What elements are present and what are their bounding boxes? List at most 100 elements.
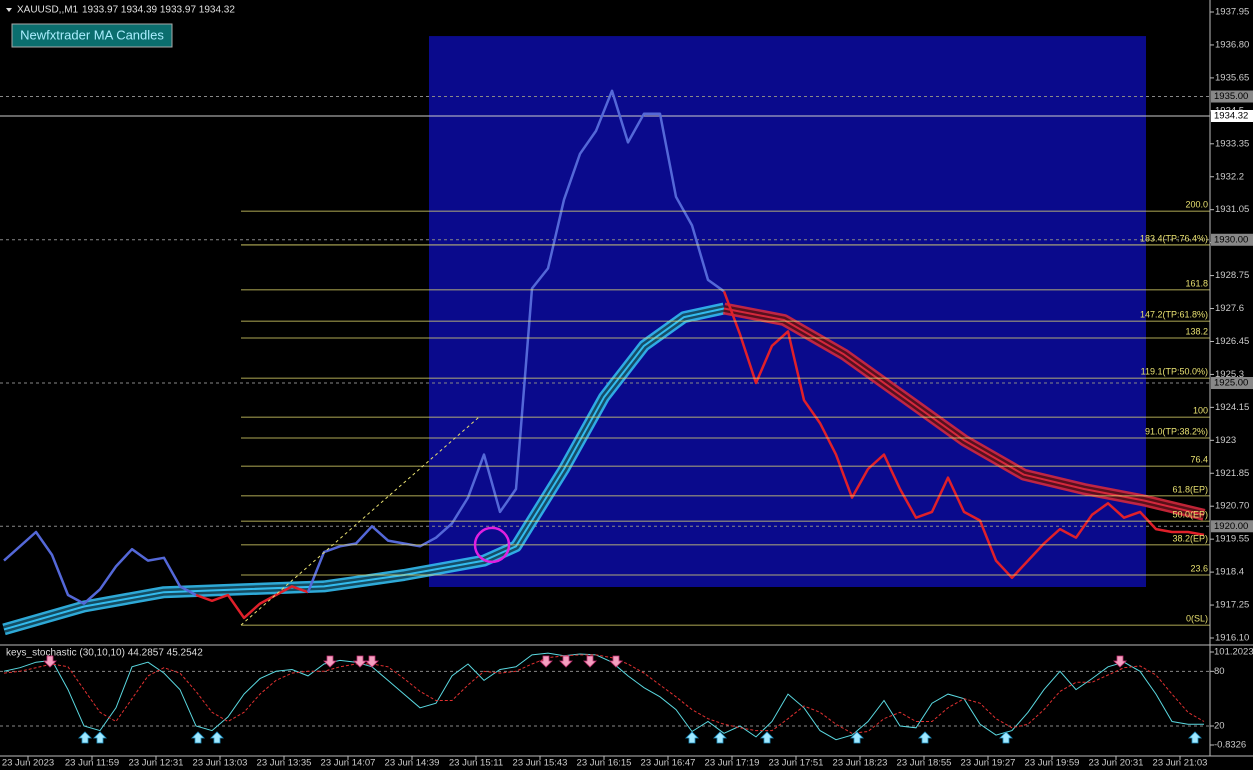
signal-circle	[473, 526, 511, 564]
price-line	[195, 585, 309, 620]
x-tick-label: 23 Jun 19:27	[961, 758, 1016, 769]
stoch-main	[3, 652, 1204, 741]
x-tick-label: 23 Jun 19:59	[1025, 758, 1080, 769]
fib-trend	[240, 416, 480, 626]
stoch-tick-label: 20	[1214, 721, 1225, 732]
stoch-tick-label: 101.2023	[1214, 647, 1253, 658]
y-tick-label: 1936.80	[1215, 39, 1249, 50]
sell-arrow	[583, 655, 597, 668]
buy-arrow	[93, 731, 107, 744]
button-box[interactable]	[11, 23, 173, 48]
y-tick-label: 1926.45	[1215, 336, 1249, 347]
fib-label: 50.0(EP)	[1172, 509, 1208, 519]
level-label: 1920.00	[1214, 521, 1248, 532]
level-box	[1211, 90, 1253, 103]
x-tick-label: 23 Jun 2023	[2, 758, 54, 769]
buy-arrow	[713, 731, 727, 744]
y-tick-label: 1932.2	[1215, 171, 1244, 182]
level-box	[1211, 233, 1253, 246]
sell-arrow	[43, 655, 57, 668]
sell-arrow	[1113, 655, 1127, 668]
x-tick-label: 23 Jun 18:55	[897, 758, 952, 769]
price-line	[3, 530, 197, 605]
buy-arrow	[850, 731, 864, 744]
menu-triangle[interactable]	[6, 8, 12, 12]
level-label: 1925.00	[1214, 378, 1248, 389]
buy-arrow	[760, 731, 774, 744]
sell-arrow	[539, 655, 553, 668]
stoch-tick-label: -0.8326	[1214, 740, 1246, 751]
x-tick-label: 23 Jun 16:47	[641, 758, 696, 769]
y-tick-label: 1925.3	[1215, 369, 1244, 380]
fib-label: 138.2	[1185, 326, 1208, 336]
stochastic-title: keys_stochastic (30,10,10) 44.2857 45.25…	[6, 648, 203, 659]
fib-label: 38.2(EP)	[1172, 533, 1208, 543]
fib-label: 161.8	[1185, 278, 1208, 288]
buy-arrow	[999, 731, 1013, 744]
y-tick-label: 1920.70	[1215, 501, 1249, 512]
y-tick-label: 1918.4	[1215, 567, 1244, 578]
buy-arrow	[78, 731, 92, 744]
x-tick-label: 23 Jun 16:15	[577, 758, 632, 769]
fib-label: 147.2(TP:61.8%)	[1140, 310, 1208, 320]
buy-arrow	[191, 731, 205, 744]
x-tick-label: 23 Jun 14:39	[385, 758, 440, 769]
sell-arrow	[365, 655, 379, 668]
fib-label: 61.8(EP)	[1172, 484, 1208, 494]
y-tick-label: 1937.95	[1215, 7, 1249, 18]
price-line	[306, 89, 725, 593]
x-tick-label: 23 Jun 13:03	[193, 758, 248, 769]
x-tick-label: 23 Jun 17:19	[705, 758, 760, 769]
fib-label: 100	[1193, 405, 1208, 415]
y-tick-label: 1919.55	[1215, 534, 1249, 545]
fib-label: 91.0(TP:38.2%)	[1145, 426, 1208, 436]
x-tick-label: 23 Jun 15:11	[449, 758, 503, 769]
buy-arrow	[1188, 731, 1202, 744]
stoch-tick-label: 80	[1214, 666, 1225, 677]
fib-label: 200.0	[1185, 199, 1208, 209]
buy-arrow	[210, 731, 224, 744]
fib-label: 183.4(TP:76.4%)	[1140, 233, 1208, 243]
sell-arrow	[559, 655, 573, 668]
ohlc: 1933.97 1934.39 1933.97 1934.32	[82, 5, 235, 16]
sell-arrow	[609, 655, 623, 668]
y-tick-label: 1928.75	[1215, 270, 1249, 281]
fib-label: 23.6	[1190, 563, 1208, 573]
x-tick-label: 23 Jun 13:35	[257, 758, 312, 769]
fib-label: 119.1(TP:50.0%)	[1141, 367, 1208, 377]
fib-label: 76.4	[1190, 454, 1208, 464]
price-line	[722, 290, 1205, 580]
y-tick-label: 1931.05	[1215, 204, 1249, 215]
y-tick-label: 1924.15	[1215, 402, 1249, 413]
level-label: 1930.00	[1214, 234, 1248, 245]
level-box	[1211, 377, 1253, 390]
stoch-signal	[3, 654, 1205, 734]
fib-label: 0(SL)	[1186, 613, 1208, 623]
sell-arrow	[353, 655, 367, 668]
button-label[interactable]: Newfxtrader MA Candles	[20, 27, 164, 42]
ma-center	[723, 307, 1205, 516]
y-tick-label: 1933.35	[1215, 138, 1249, 149]
buy-arrow	[918, 731, 932, 744]
y-tick-label: 1917.25	[1215, 600, 1249, 611]
x-tick-label: 23 Jun 18:23	[833, 758, 888, 769]
y-tick-label: 1921.85	[1215, 468, 1249, 479]
x-tick-label: 23 Jun 12:31	[129, 758, 184, 769]
y-tick-label: 1927.6	[1215, 303, 1244, 314]
level-label: 1935.00	[1214, 91, 1248, 102]
y-tick-label: 1935.65	[1215, 72, 1249, 83]
y-tick-label: 1923	[1215, 435, 1236, 446]
level-box	[1211, 520, 1253, 533]
y-tick-label: 1916.10	[1215, 633, 1249, 644]
x-tick-label: 23 Jun 20:31	[1089, 758, 1144, 769]
x-tick-label: 23 Jun 21:03	[1153, 758, 1208, 769]
x-tick-label: 23 Jun 17:51	[769, 758, 824, 769]
symbol: XAUUSD,,M1	[17, 5, 79, 16]
x-tick-label: 23 Jun 15:43	[513, 758, 568, 769]
current-price-box	[1211, 109, 1253, 122]
current-price-label: 1934.32	[1214, 111, 1248, 122]
sell-arrow	[323, 655, 337, 668]
indicator-button[interactable]: Newfxtrader MA Candles	[11, 23, 173, 48]
